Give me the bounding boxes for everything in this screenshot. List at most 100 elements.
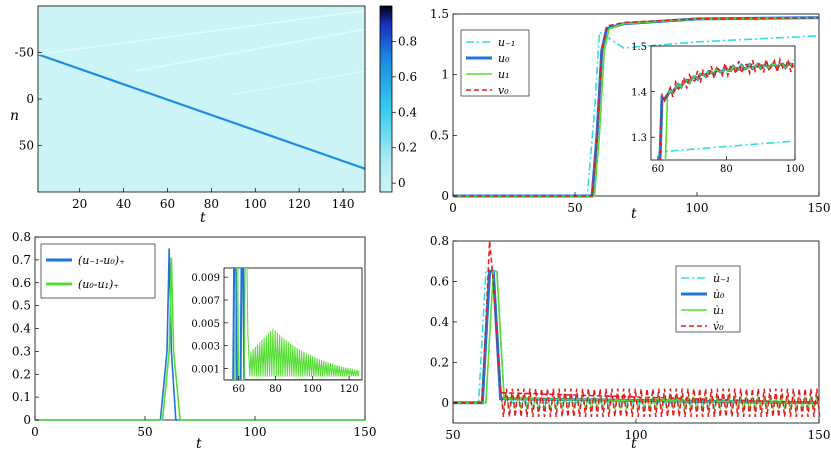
difference-ytick-label: 0.7 (12, 253, 31, 267)
derivative-series-1 (453, 269, 820, 405)
derivative-legend: u̇₋₁ u̇₀ u̇₁ v̇₀ (675, 265, 741, 333)
derivative-ytick-label: 0 (441, 396, 449, 410)
derivative-xlabel: t (631, 436, 637, 452)
u-profile-inset-ytick-label: 1.4 (631, 88, 647, 99)
derivative-panel: 50 100 150 0 0.2 0.4 0.6 0.8 t u̇₋₁ u̇₀ u̇₁ v̇₀ (430, 234, 831, 452)
u-profile-xtick-label: 150 (808, 201, 831, 215)
derivative-legend-label: v̇₀ (713, 320, 724, 333)
derivative-ytick-label: 0.2 (430, 355, 449, 369)
difference-ytick-label: 0.6 (12, 276, 31, 290)
colorbar-tick-label: 0.8 (398, 34, 417, 48)
u-profile-series-3 (453, 16, 820, 197)
difference-ytick-label: 0.2 (12, 367, 31, 381)
u-profile-inset-ytick-label: 1.3 (631, 133, 647, 144)
u-profile-xlabel: t (631, 206, 637, 222)
derivative-ytick-label: 0.8 (430, 234, 449, 248)
difference-ytick-label: 0.8 (12, 230, 31, 244)
u-profile-legend-label: u₁ (498, 68, 510, 81)
u-profile-inset-series-3 (659, 56, 795, 160)
difference-inset-xtick-label: 100 (303, 384, 322, 395)
difference-inset-xtick-label: 60 (232, 384, 245, 395)
difference-legend: (u₋₁-u₀)₊ (u₀-u₁)₊ (40, 243, 156, 299)
difference-panel: 0 50 100 150 0 0.1 0.2 0.3 0.4 0.5 0.6 0.7 0.8 t (u₋… (12, 230, 377, 452)
u-profile-inset-ytick-label: 1.5 (631, 42, 647, 53)
difference-inset-series-0 (224, 268, 362, 380)
difference-inset-xtick-label: 80 (269, 384, 282, 395)
u-profile-legend-label: u₋₁ (498, 36, 515, 49)
derivative-xtick-label: 50 (445, 428, 460, 442)
derivative-xtick-label: 100 (625, 428, 648, 442)
difference-inset-xtick-label: 120 (340, 384, 359, 395)
u-profile-ytick-label: 0 (441, 189, 449, 203)
difference-xtick-label: 0 (31, 425, 39, 439)
derivative-series-3 (453, 240, 820, 404)
derivative-xtick-label: 150 (808, 428, 831, 442)
u-profile-inset-series-0 (657, 140, 794, 160)
colorbar (379, 5, 393, 193)
u-profile-xtick-label: 50 (567, 201, 582, 215)
derivative-legend-label: u̇₁ (713, 304, 725, 317)
u-profile-xtick-label: 0 (449, 201, 457, 215)
u-profile-inset-xtick-label: 100 (785, 164, 804, 175)
colorbar-tick-label: 0 (398, 176, 406, 190)
heatmap-xtick-label: 20 (72, 197, 87, 211)
heatmap-xtick-label: 80 (204, 197, 219, 211)
u-profile-ytick-label: 1 (441, 68, 449, 82)
difference-ytick-label: 0.3 (12, 344, 31, 358)
heatmap-faint-line (233, 70, 366, 95)
difference-inset-ytick-label: 0.009 (191, 273, 220, 284)
difference-ytick-label: 0.4 (12, 322, 31, 336)
difference-inset-ytick-label: 0.007 (191, 296, 220, 307)
heatmap-faint-line (37, 10, 366, 55)
u-profile-inset-xtick-label: 60 (651, 164, 664, 175)
heatmap-ytick-label: -50 (15, 46, 34, 60)
derivative-series-0 (453, 270, 819, 404)
u-profile-legend-label: v₀ (498, 84, 509, 97)
u-profile-ytick-label: 0.5 (430, 128, 449, 142)
heatmap-background (38, 6, 365, 192)
u-profile-xtick-label: 100 (686, 201, 709, 215)
u-profile-panel: 0 50 100 150 0 0.5 1 1.5 t u₋₁ u₀ u₁ v₀ 60 80 100 1.3… (430, 7, 831, 222)
heatmap-ytick-label: 0 (26, 92, 34, 106)
heatmap-front-line (37, 53, 366, 170)
heatmap-ytick-label: 50 (19, 139, 34, 153)
heatmap-xtick-label: 120 (288, 197, 311, 211)
difference-ytick-label: 0.1 (12, 390, 31, 404)
heatmap-xtick-label: 100 (244, 197, 267, 211)
difference-series-1 (35, 257, 365, 421)
colorbar-tick-label: 0.4 (398, 105, 417, 119)
heatmap-faint-line (134, 28, 366, 72)
heatmap-xlabel: t (200, 210, 206, 226)
heatmap-xtick-label: 60 (160, 197, 175, 211)
derivative-ytick-label: 0.6 (430, 274, 449, 288)
derivative-legend-label: u̇₀ (713, 288, 725, 301)
difference-xlabel: t (196, 436, 202, 452)
difference-xtick-label: 150 (354, 425, 377, 439)
heatmap-xtick-label: 140 (332, 197, 355, 211)
difference-inset-ytick-label: 0.005 (191, 319, 220, 330)
derivative-oscillation-3 (499, 388, 821, 417)
difference-xtick-label: 100 (244, 425, 267, 439)
u-profile-axes-frame (452, 13, 820, 197)
heatmap-xtick-label: 40 (116, 197, 131, 211)
derivative-series-2 (453, 270, 820, 404)
difference-ytick-label: 0.5 (12, 299, 31, 313)
difference-xtick-label: 50 (137, 425, 152, 439)
colorbar-tick-label: 0.6 (398, 70, 417, 84)
difference-legend-label: (u₋₁-u₀)₊ (78, 254, 125, 267)
u-profile-legend-label: u₀ (498, 52, 510, 65)
difference-inset-ytick-label: 0.001 (191, 365, 220, 376)
difference-legend-label: (u₀-u₁)₊ (78, 278, 119, 291)
difference-ytick-label: 0 (23, 413, 31, 427)
derivative-ytick-label: 0.4 (430, 315, 449, 329)
heatmap-ylabel: n (10, 108, 19, 124)
u-profile-inset-xtick-label: 80 (720, 164, 733, 175)
u-profile-ytick-label: 1.5 (430, 7, 449, 21)
colorbar-tick-label: 0.2 (398, 141, 417, 155)
heatmap-panel: 20 40 60 80 100 120 140 -50 0 50 t n 0 0.2 0.4 0.6 0.… (10, 5, 417, 226)
difference-inset: 60 80 100 120 0.001 0.003 0.005 0.007 0.009 (191, 267, 363, 395)
u-profile-legend: u₋₁ u₀ u₁ v₀ (460, 29, 530, 97)
difference-inset-series-1 (224, 268, 360, 380)
difference-inset-ytick-label: 0.003 (191, 342, 220, 353)
